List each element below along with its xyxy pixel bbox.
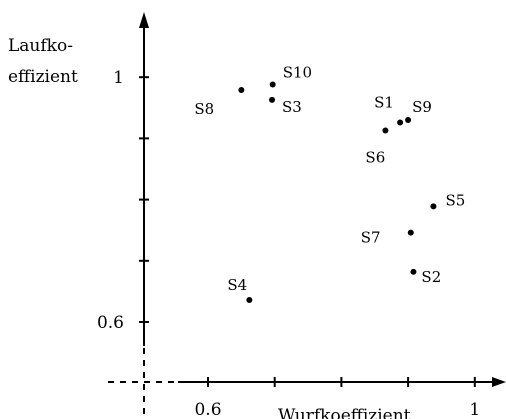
point-label-s7: S7	[361, 229, 381, 247]
point-label-s3: S3	[282, 98, 302, 116]
data-point-s9	[405, 117, 412, 124]
data-point-s2	[410, 268, 417, 275]
data-point-s4	[246, 296, 253, 303]
y-tick-label: 1	[113, 68, 124, 88]
x-axis-label: Wurfkoeffizient	[278, 406, 411, 419]
x-axis-arrow	[492, 377, 506, 387]
point-label-s2: S2	[421, 268, 441, 286]
x-tick-label: 0.6	[194, 400, 221, 419]
y-axis-label-line-1: Laufko-	[8, 36, 73, 56]
point-label-s5: S5	[445, 191, 465, 209]
axis-ticks	[139, 76, 476, 387]
data-point-s10	[269, 81, 276, 88]
data-point-s5	[430, 203, 437, 210]
data-points: S1 S2 S3 S4 S5 S6 S7 S8 S9 S10	[194, 64, 465, 303]
point-label-s6: S6	[365, 148, 385, 166]
point-label-s9: S9	[412, 98, 432, 116]
data-point-s8	[238, 87, 245, 94]
data-point-s3	[269, 96, 276, 103]
x-tick-label: 1	[469, 400, 480, 419]
y-axis-label-line-2: effizient	[8, 67, 78, 87]
point-label-s10: S10	[283, 64, 312, 82]
point-label-s1: S1	[374, 93, 394, 111]
data-point-s1	[397, 119, 404, 126]
axis-tick-labels: 0.6 1 0.6 1	[97, 68, 480, 419]
point-label-s8: S8	[194, 100, 214, 118]
data-point-s7	[407, 229, 414, 236]
y-tick-label: 0.6	[97, 313, 124, 333]
point-label-s4: S4	[227, 276, 247, 294]
data-point-s6	[382, 127, 389, 134]
y-axis-arrow	[139, 12, 149, 28]
